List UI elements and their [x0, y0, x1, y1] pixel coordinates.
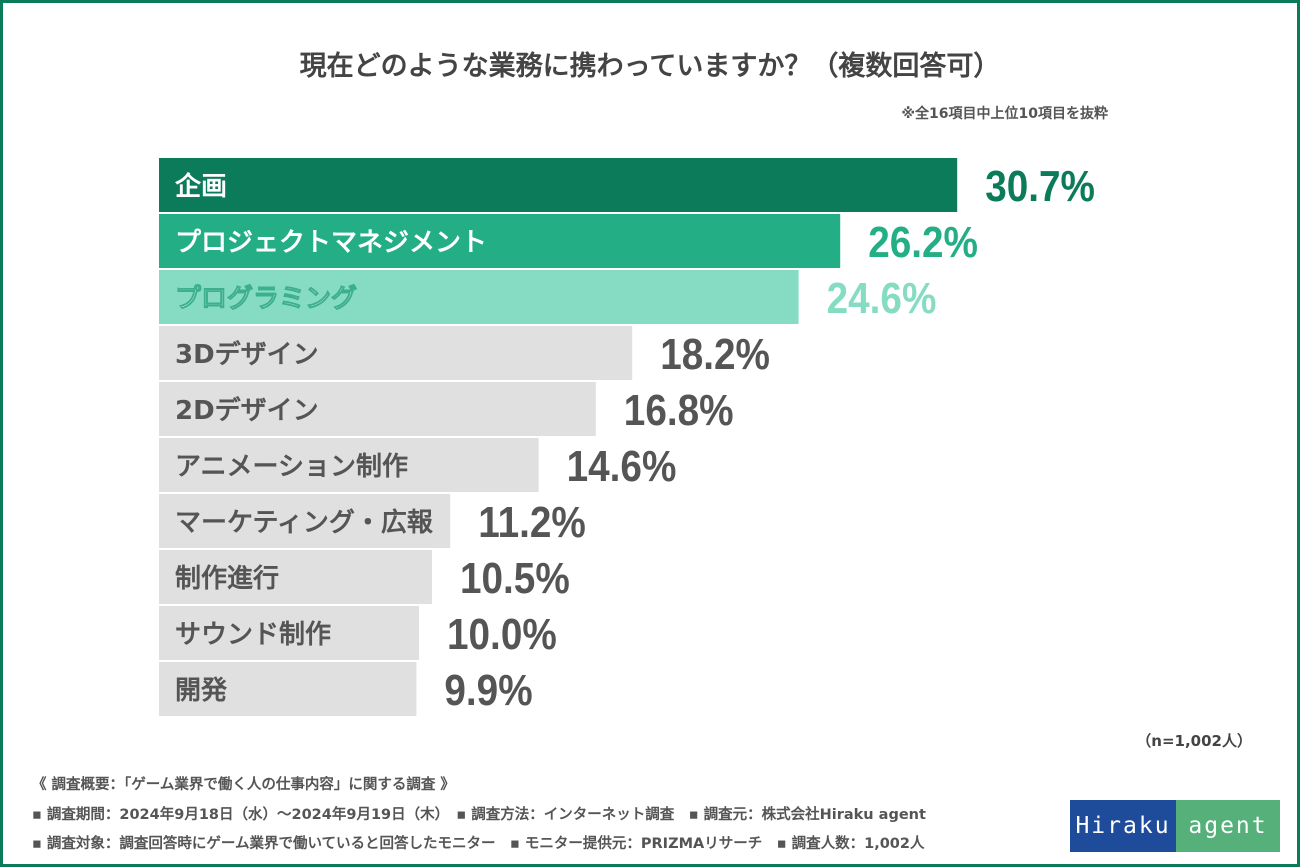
value-label: 10.0%: [447, 609, 557, 659]
bar-7: [159, 494, 451, 548]
bar-6: [159, 438, 539, 492]
bar-3: [159, 270, 799, 324]
bar-5: [159, 382, 596, 436]
value-label: 9.9%: [444, 665, 532, 715]
bar-8: [159, 550, 432, 604]
category-label: 制作進行: [175, 563, 279, 594]
logo-part-2: agent: [1176, 800, 1280, 852]
value-label: 18.2%: [660, 329, 770, 379]
survey-details-1: ▪ 調査期間：2024年9月18日（水）〜2024年9月19日（木） ▪ 調査方…: [32, 807, 926, 823]
value-label: 11.2%: [478, 497, 586, 547]
category-label: 企画: [175, 171, 227, 202]
category-label: マーケティング・広報: [175, 507, 434, 538]
bar-1: [159, 158, 958, 212]
category-label: 3Dデザイン: [175, 339, 319, 370]
bar-9: [159, 606, 419, 660]
survey-summary: 《 調査概要：「ゲーム業界で働く人の仕事内容」に関する調査 》: [32, 777, 455, 793]
bar-4: [159, 326, 633, 380]
value-label: 26.2%: [868, 217, 978, 267]
value-label: 10.5%: [460, 553, 570, 603]
bar-10: [159, 662, 417, 716]
value-label: 14.6%: [567, 441, 677, 491]
logo-part-1: Hiraku: [1070, 800, 1176, 852]
category-label: プログラミング: [175, 284, 357, 314]
value-label: 16.8%: [624, 385, 734, 435]
hiraku-agent-logo: Hiraku agent: [1070, 800, 1280, 852]
bar-2: [159, 214, 841, 268]
category-label: サウンド制作: [175, 620, 331, 650]
value-label: 24.6%: [827, 273, 937, 323]
category-label: 2Dデザイン: [175, 395, 319, 426]
category-label: 開発: [175, 676, 228, 706]
chart-note: ※全16項目中上位10項目を抜粋: [901, 106, 1108, 122]
category-label: アニメーション制作: [175, 452, 408, 482]
category-label: プロジェクトマネジメント: [175, 228, 487, 258]
value-label: 30.7%: [985, 161, 1095, 211]
sample-size: （n=1,002人）: [1136, 732, 1252, 750]
chart-title: 現在どのような業務に携わっていますか？（複数回答可）: [299, 51, 1001, 82]
survey-details-2: ▪ 調査対象：調査回答時にゲーム業界で働いていると回答したモニター ▪ モニター…: [32, 836, 925, 852]
